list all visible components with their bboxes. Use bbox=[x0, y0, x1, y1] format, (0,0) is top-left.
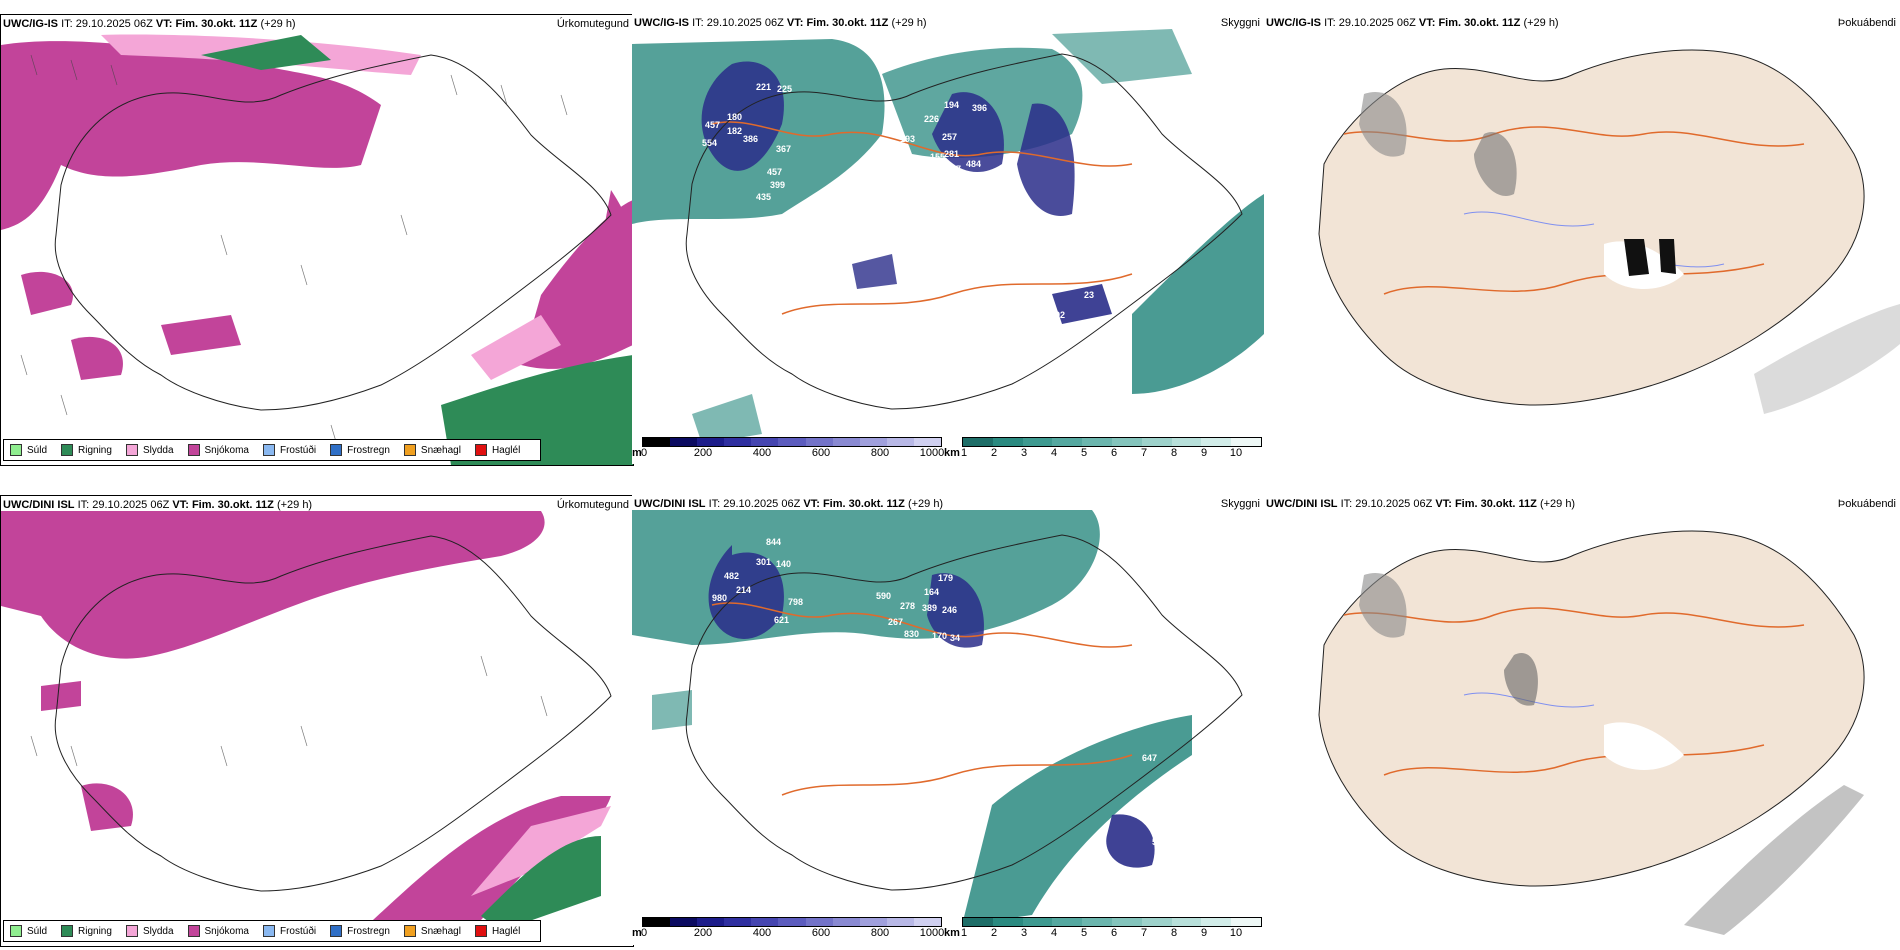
ceiling-label: 219 bbox=[848, 170, 864, 180]
legend-item: Frostúði bbox=[262, 444, 316, 456]
product-label: Þokuábendi bbox=[1837, 498, 1896, 510]
ceiling-label: 399 bbox=[770, 180, 786, 190]
ceiling-label: 389 bbox=[922, 603, 938, 613]
ceiling-label: 281 bbox=[944, 149, 960, 159]
legend-item: Slydda bbox=[125, 444, 174, 456]
ceiling-label: 257 bbox=[942, 132, 958, 142]
legend-item: Snjókoma bbox=[187, 444, 249, 456]
ceiling-label: 554 bbox=[702, 138, 718, 148]
ceiling-colorbar: m 0 200 400 600 800 1000 bbox=[632, 437, 944, 461]
legend-item: Snjókoma bbox=[187, 925, 249, 937]
legend-item: Snæhagl bbox=[403, 444, 461, 456]
ceiling-label: 164 bbox=[924, 587, 940, 597]
ceiling-label: 386 bbox=[743, 134, 759, 144]
panel-title: UWC/IG-IS IT: 29.10.2025 06Z VT: Fim. 30… bbox=[1266, 17, 1559, 29]
ceiling-label: 647 bbox=[1142, 753, 1158, 763]
visibility-colorbar: km 1 2 3 4 5 6 7 8 9 10 bbox=[944, 437, 1264, 461]
ceiling-label: 179 bbox=[938, 573, 954, 583]
ceiling-label: 23 bbox=[1084, 290, 1095, 300]
visibility-map bbox=[632, 29, 1264, 444]
cloud-map bbox=[1318, 49, 1900, 414]
ceiling-label: 192 bbox=[1050, 310, 1066, 320]
legend-item: Frostregn bbox=[330, 444, 390, 456]
ceiling-label: 435 bbox=[756, 192, 772, 202]
ceiling-label: 980 bbox=[712, 593, 728, 603]
product-label: Úrkomutegund bbox=[556, 18, 629, 30]
legend-item: Frostúði bbox=[262, 925, 316, 937]
ceiling-label: 34 bbox=[950, 633, 961, 643]
ceiling-label: 182 bbox=[727, 126, 743, 136]
ceiling-label: 193 bbox=[900, 134, 916, 144]
legend-item: Rigning bbox=[61, 925, 112, 937]
product-label: Úrkomutegund bbox=[556, 499, 629, 511]
ceiling-label: 237 bbox=[924, 166, 940, 176]
legend-item: Frostregn bbox=[330, 925, 390, 937]
legend-item: Haglél bbox=[474, 925, 520, 937]
ceiling-label: 25 bbox=[1084, 905, 1095, 915]
ceiling-label: 225 bbox=[777, 84, 793, 94]
ceiling-label: 484 bbox=[966, 159, 982, 169]
ceiling-label: 143 bbox=[944, 655, 960, 665]
precip-panel-bottom: UWC/DINI ISL IT: 29.10.2025 06Z VT: Fim.… bbox=[0, 495, 634, 947]
visibility-panel-bottom: UWC/DINI ISL IT: 29.10.2025 06Z VT: Fim.… bbox=[632, 495, 1264, 945]
precip-map bbox=[1, 511, 612, 931]
ceiling-label: 210 bbox=[864, 184, 880, 194]
ceiling-label: 267 bbox=[888, 617, 904, 627]
ceiling-label: 140 bbox=[776, 559, 792, 569]
ceiling-label: 53 bbox=[1152, 837, 1163, 847]
ceiling-label: 268 bbox=[846, 649, 862, 659]
precip-map bbox=[1, 34, 633, 465]
ceiling-label: 367 bbox=[776, 144, 792, 154]
visibility-map bbox=[632, 510, 1243, 925]
ceiling-label: 457 bbox=[705, 120, 721, 130]
visibility-panel-top: UWC/IG-IS IT: 29.10.2025 06Z VT: Fim. 30… bbox=[632, 14, 1264, 464]
ceiling-label: 278 bbox=[900, 601, 916, 611]
ceiling-label: 830 bbox=[904, 629, 920, 639]
precip-panel-top: UWC/IG-IS IT: 29.10.2025 06Z VT: Fim. 30… bbox=[0, 14, 634, 466]
cloud-panel-bottom: UWC/DINI ISL IT: 29.10.2025 06Z VT: Fim.… bbox=[1264, 495, 1900, 945]
ceiling-label: 221 bbox=[756, 82, 772, 92]
ceiling-label: 170 bbox=[932, 631, 948, 641]
legend-item: Súld bbox=[10, 925, 47, 937]
ceiling-label: 246 bbox=[942, 605, 958, 615]
ceiling-label: 278 bbox=[877, 172, 893, 182]
panel-title: UWC/DINI ISL IT: 29.10.2025 06Z VT: Fim.… bbox=[634, 498, 944, 510]
product-label: Skyggni bbox=[1220, 498, 1260, 510]
cloud-map bbox=[1318, 530, 1865, 935]
ceiling-label: 207 bbox=[946, 164, 962, 174]
ceiling-label: 457 bbox=[767, 167, 783, 177]
panel-title: UWC/DINI ISL IT: 29.10.2025 06Z VT: Fim.… bbox=[1266, 498, 1576, 510]
product-label: Þokuábendi bbox=[1837, 17, 1896, 29]
product-label: Skyggni bbox=[1220, 17, 1260, 29]
ceiling-label: 313 bbox=[894, 150, 910, 160]
ceiling-label: 180 bbox=[958, 196, 974, 206]
ceiling-label: 155 bbox=[930, 152, 946, 162]
ceiling-label: 844 bbox=[766, 537, 782, 547]
precip-legend: Súld Rigning Slydda Snjókoma Frostúði Fr… bbox=[3, 439, 542, 461]
ceiling-label: 194 bbox=[944, 100, 960, 110]
visibility-colorbar: km 1 2 3 4 5 6 7 8 9 10 bbox=[944, 917, 1264, 941]
legend-item: Snæhagl bbox=[403, 925, 461, 937]
ceiling-label: 621 bbox=[774, 615, 790, 625]
ceiling-label: 590 bbox=[876, 591, 892, 601]
panel-title: UWC/IG-IS IT: 29.10.2025 06Z VT: Fim. 30… bbox=[3, 18, 296, 30]
panel-title: UWC/DINI ISL IT: 29.10.2025 06Z VT: Fim.… bbox=[3, 499, 313, 511]
ceiling-label: 180 bbox=[727, 112, 743, 122]
legend-item: Súld bbox=[10, 444, 47, 456]
ceiling-label: 226 bbox=[924, 114, 940, 124]
legend-item: Haglél bbox=[474, 444, 520, 456]
legend-item: Rigning bbox=[61, 444, 112, 456]
ceiling-label: 482 bbox=[724, 571, 740, 581]
ceiling-label: 396 bbox=[972, 103, 988, 113]
cloud-panel-top: UWC/IG-IS IT: 29.10.2025 06Z VT: Fim. 30… bbox=[1264, 14, 1900, 464]
legend-item: Slydda bbox=[125, 925, 174, 937]
precip-legend: Súld Rigning Slydda Snjókoma Frostúði Fr… bbox=[3, 920, 542, 942]
ceiling-label: 301 bbox=[756, 557, 772, 567]
ceiling-colorbar: m 0 200 400 600 800 1000 bbox=[632, 917, 944, 941]
ceiling-label: 798 bbox=[788, 597, 804, 607]
ceiling-label: 214 bbox=[736, 585, 752, 595]
panel-title: UWC/IG-IS IT: 29.10.2025 06Z VT: Fim. 30… bbox=[634, 17, 927, 29]
